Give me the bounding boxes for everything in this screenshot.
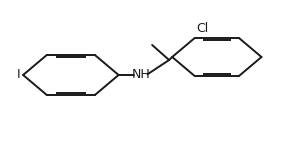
Text: Cl: Cl <box>196 22 208 35</box>
Text: NH: NH <box>132 69 150 81</box>
Text: I: I <box>17 69 21 81</box>
